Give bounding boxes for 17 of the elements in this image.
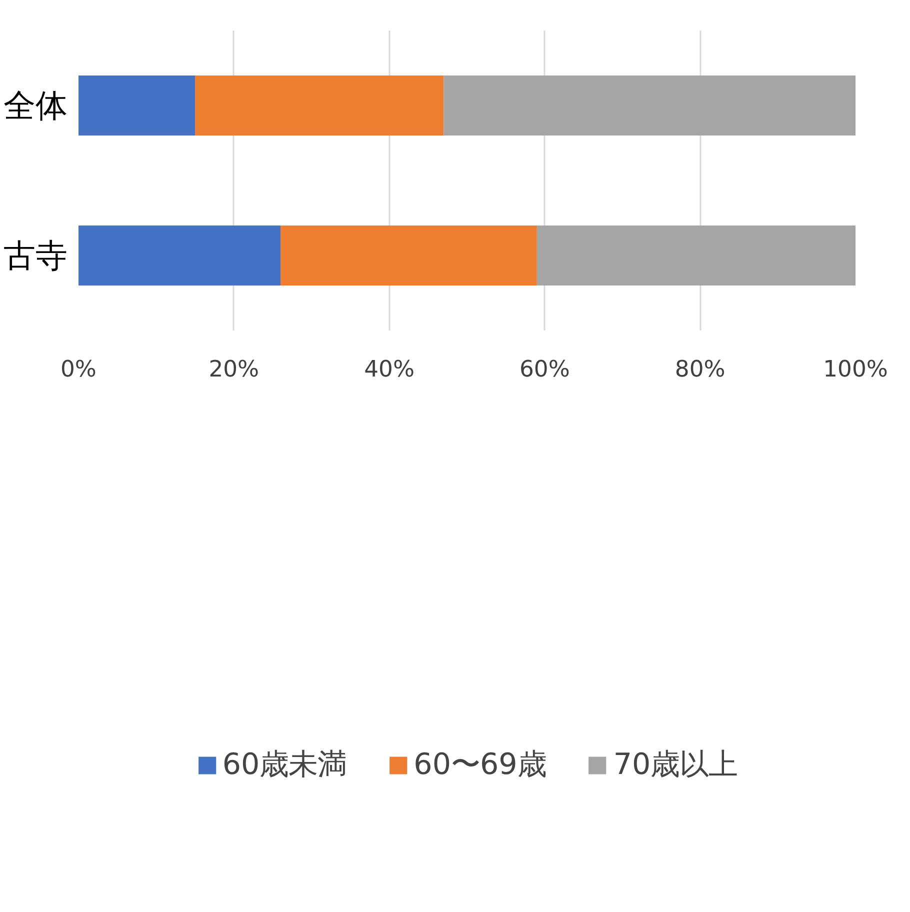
bar (280, 226, 537, 286)
bar (78, 226, 281, 286)
x-tick-label: 60% (520, 356, 570, 382)
legend-label: 60〜69歳 (414, 746, 546, 783)
bar (536, 226, 856, 286)
x-tick-label: 20% (208, 356, 260, 382)
x-tick-label: 80% (674, 356, 726, 382)
x-tick-label: 0% (60, 356, 96, 382)
bar (444, 76, 856, 136)
x-tick-label: 40% (364, 356, 414, 382)
legend-label: 70歳以上 (613, 746, 738, 783)
bar (78, 76, 196, 136)
legend-label: 60歳未満 (222, 746, 347, 783)
x-tick-label: 100% (823, 356, 888, 382)
y-tick-label: 古寺 (4, 236, 68, 274)
bar (195, 76, 444, 136)
y-tick-label: 全体 (4, 86, 68, 124)
